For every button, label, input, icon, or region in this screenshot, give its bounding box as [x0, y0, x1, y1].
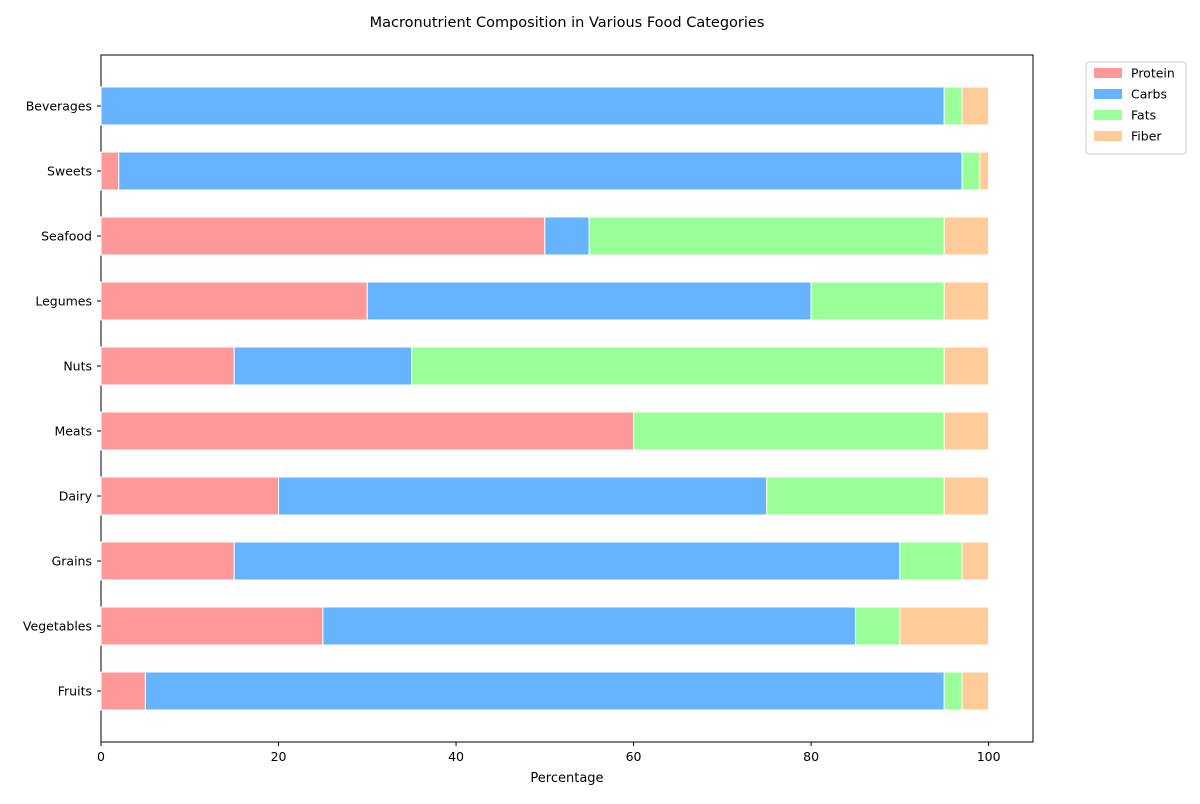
x-axis: 0 20 40 60 80 100	[97, 742, 1001, 764]
bar-protein-fruits	[100, 671, 146, 711]
y-tick-label: Dairy	[59, 489, 93, 504]
bar-fats-beverages	[943, 86, 963, 126]
x-tick-label: 0	[97, 749, 105, 764]
y-tick-label: Meats	[54, 424, 92, 439]
bar-fats-meats	[633, 411, 945, 451]
bar-carbs-sweets	[118, 151, 963, 191]
bar-fats-nuts	[411, 346, 945, 386]
chart-title: Macronutrient Composition in Various Foo…	[370, 15, 765, 31]
bar-carbs-nuts	[233, 346, 413, 386]
x-tick-label: 100	[977, 749, 1001, 764]
bar-protein-seafood	[100, 216, 546, 256]
bar-fats-legumes	[810, 281, 945, 321]
legend: Protein Carbs Fats Fiber	[1085, 61, 1187, 155]
bar-carbs-beverages	[100, 86, 945, 126]
y-tick-label: Seafood	[41, 229, 92, 244]
bar-fats-dairy	[766, 476, 945, 516]
plot-frame	[100, 54, 1034, 743]
y-tick-label: Sweets	[47, 164, 92, 179]
bar-protein-sweets	[100, 151, 120, 191]
bar-fats-grains	[899, 541, 963, 581]
bar-fiber-seafood	[943, 216, 990, 256]
y-tick-label: Fruits	[58, 684, 92, 699]
bar-fats-vegetables	[854, 606, 901, 646]
bar-fiber-sweets	[979, 151, 990, 191]
legend-swatch-carbs	[1094, 89, 1122, 99]
y-tick-label: Nuts	[63, 359, 92, 374]
bar-protein-vegetables	[100, 606, 324, 646]
bar-carbs-dairy	[278, 476, 768, 516]
bar-carbs-grains	[233, 541, 901, 581]
bar-fiber-grains	[961, 541, 990, 581]
x-axis-label: Percentage	[530, 771, 603, 786]
bar-protein-nuts	[100, 346, 235, 386]
legend-label-fiber: Fiber	[1131, 129, 1162, 144]
bar-fiber-beverages	[961, 86, 990, 126]
legend-swatch-protein	[1094, 68, 1122, 78]
y-tick-label: Grains	[52, 554, 92, 569]
bar-fiber-nuts	[943, 346, 990, 386]
bar-protein-legumes	[100, 281, 368, 321]
legend-swatch-fats	[1094, 110, 1122, 120]
bar-fiber-dairy	[943, 476, 990, 516]
bar-protein-grains	[100, 541, 235, 581]
x-tick-label: 80	[803, 749, 819, 764]
bar-fiber-meats	[943, 411, 990, 451]
bar-fats-sweets	[961, 151, 981, 191]
bars-group	[100, 86, 990, 711]
bar-fats-fruits	[943, 671, 963, 711]
bar-carbs-legumes	[366, 281, 812, 321]
bar-carbs-vegetables	[322, 606, 856, 646]
bar-fiber-vegetables	[899, 606, 990, 646]
y-axis: Fruits Vegetables Grains Dairy Meats Nuts Legu…	[23, 99, 101, 699]
legend-label-carbs: Carbs	[1131, 87, 1167, 102]
x-tick-label: 20	[271, 749, 287, 764]
y-tick-label: Vegetables	[23, 619, 92, 634]
legend-label-fats: Fats	[1131, 108, 1156, 123]
bar-fiber-legumes	[943, 281, 990, 321]
y-tick-label: Beverages	[26, 99, 92, 114]
bar-carbs-fruits	[144, 671, 945, 711]
bar-carbs-seafood	[544, 216, 590, 256]
y-tick-label: Legumes	[35, 294, 92, 309]
bar-fiber-fruits	[961, 671, 990, 711]
bar-protein-meats	[100, 411, 635, 451]
x-tick-label: 60	[626, 749, 642, 764]
bar-fats-seafood	[588, 216, 945, 256]
x-tick-label: 40	[448, 749, 464, 764]
legend-label-protein: Protein	[1131, 66, 1175, 81]
legend-swatch-fiber	[1094, 131, 1122, 141]
bar-protein-dairy	[100, 476, 280, 516]
